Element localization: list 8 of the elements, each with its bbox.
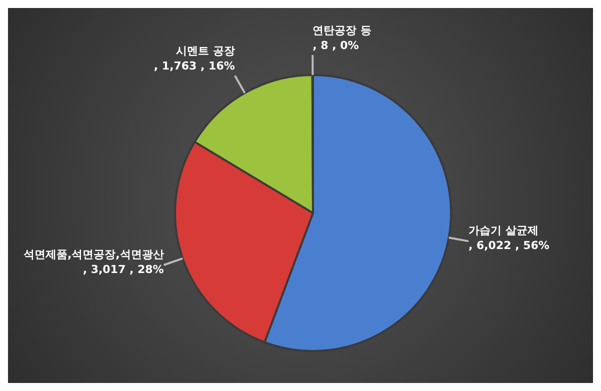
- data-label: , 6,022 , 56%: [468, 239, 550, 252]
- data-label: , 1,763 , 16%: [154, 60, 235, 73]
- slice-label: 시멘트 공장: [176, 44, 235, 58]
- slice-label: 석면제품,석면공장,석면광산: [23, 248, 164, 261]
- slice-label: 연탄공장 등: [312, 24, 372, 37]
- slice-label: 가습기 살균제: [468, 224, 538, 238]
- data-label: , 3,017 , 28%: [82, 263, 164, 276]
- data-label: , 8 , 0%: [312, 39, 359, 52]
